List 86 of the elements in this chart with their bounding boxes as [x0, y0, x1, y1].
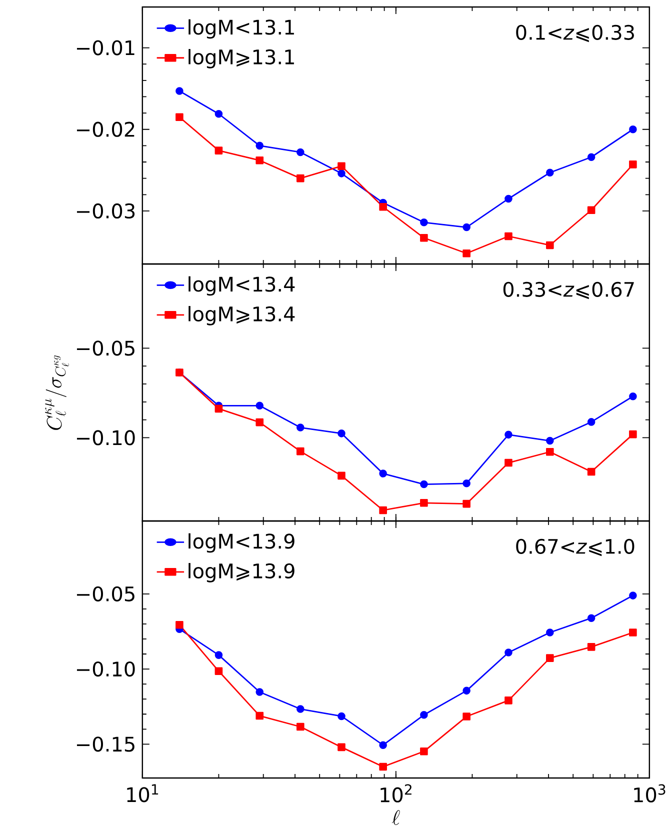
point [214, 667, 222, 676]
point [587, 418, 595, 426]
point [296, 722, 304, 731]
legend-label: logM<13.1 [188, 19, 294, 39]
y-tick-label: −0.10 [76, 430, 135, 446]
point [337, 743, 346, 752]
point [420, 480, 428, 488]
point [546, 448, 554, 456]
point [337, 430, 346, 438]
point [296, 705, 304, 713]
point [337, 162, 346, 170]
point [462, 479, 470, 488]
annotation: 0.33<z⩽0.67 [503, 282, 634, 300]
point [337, 170, 346, 178]
point [462, 712, 470, 720]
point [420, 499, 428, 507]
point [462, 223, 470, 232]
point [296, 424, 304, 432]
point [628, 392, 637, 400]
y-tick-label: −0.03 [76, 203, 134, 219]
point [628, 430, 637, 438]
point [504, 648, 512, 656]
point [214, 146, 222, 154]
point [296, 148, 304, 156]
point [504, 430, 512, 439]
point [628, 628, 637, 636]
y-tick-label: −0.15 [76, 736, 134, 752]
point [504, 458, 512, 467]
point [462, 500, 470, 508]
y-tick-label: −0.10 [76, 661, 135, 677]
point [255, 156, 264, 164]
point [378, 506, 387, 514]
x-tick-label: 10$^{2}$ [380, 784, 412, 802]
point [420, 748, 428, 756]
legend-label: logM<13.9 [188, 533, 294, 553]
point [504, 194, 512, 203]
point [546, 654, 554, 662]
point [462, 686, 470, 695]
point [296, 174, 304, 182]
point [628, 125, 637, 134]
y-tick-label: −0.02 [76, 122, 134, 137]
point [587, 153, 595, 162]
point [587, 614, 595, 622]
y-tick-label: −0.01 [76, 40, 134, 56]
annotation: 0.67<z⩽1.0 [516, 538, 634, 556]
point [255, 712, 264, 720]
point [420, 710, 428, 719]
point [546, 168, 554, 177]
y-tick-label: −0.05 [76, 586, 134, 602]
legend-label: logM⩾13.4 [188, 306, 294, 326]
point [420, 218, 428, 226]
point [504, 232, 512, 240]
y-axis-title: $C_\ell^{\kappa\mu}/\sigma_{C_\ell^{\kappa g}}$ [44, 355, 69, 430]
point [587, 468, 595, 476]
point [504, 696, 512, 704]
point [337, 712, 346, 720]
point [296, 447, 304, 456]
point [255, 402, 264, 410]
point [214, 404, 222, 413]
point [587, 643, 595, 651]
y-tick-label: −0.05 [76, 340, 134, 356]
point [628, 592, 637, 600]
point [546, 628, 554, 636]
point [462, 249, 470, 258]
point [420, 234, 428, 242]
legend-label: logM⩾13.1 [188, 49, 294, 68]
x-tick-label: 10$^{1}$ [126, 784, 158, 802]
point [378, 470, 387, 478]
x-axis-title: $\ell$ [392, 810, 400, 825]
legend-label: logM<13.4 [188, 276, 294, 296]
point [255, 418, 264, 426]
point [337, 472, 346, 480]
point [378, 741, 387, 749]
x-tick-label: 10$^{3}$ [634, 784, 665, 802]
annotation: 0.1<z⩽0.33 [516, 24, 634, 42]
point [255, 688, 264, 696]
point [628, 160, 637, 168]
point [546, 436, 554, 445]
point [587, 206, 595, 214]
point [378, 202, 387, 211]
legend-label: logM⩾13.9 [188, 563, 294, 582]
point [255, 142, 264, 150]
point [546, 241, 554, 250]
point [378, 762, 387, 771]
point [214, 651, 222, 659]
point [214, 110, 222, 118]
